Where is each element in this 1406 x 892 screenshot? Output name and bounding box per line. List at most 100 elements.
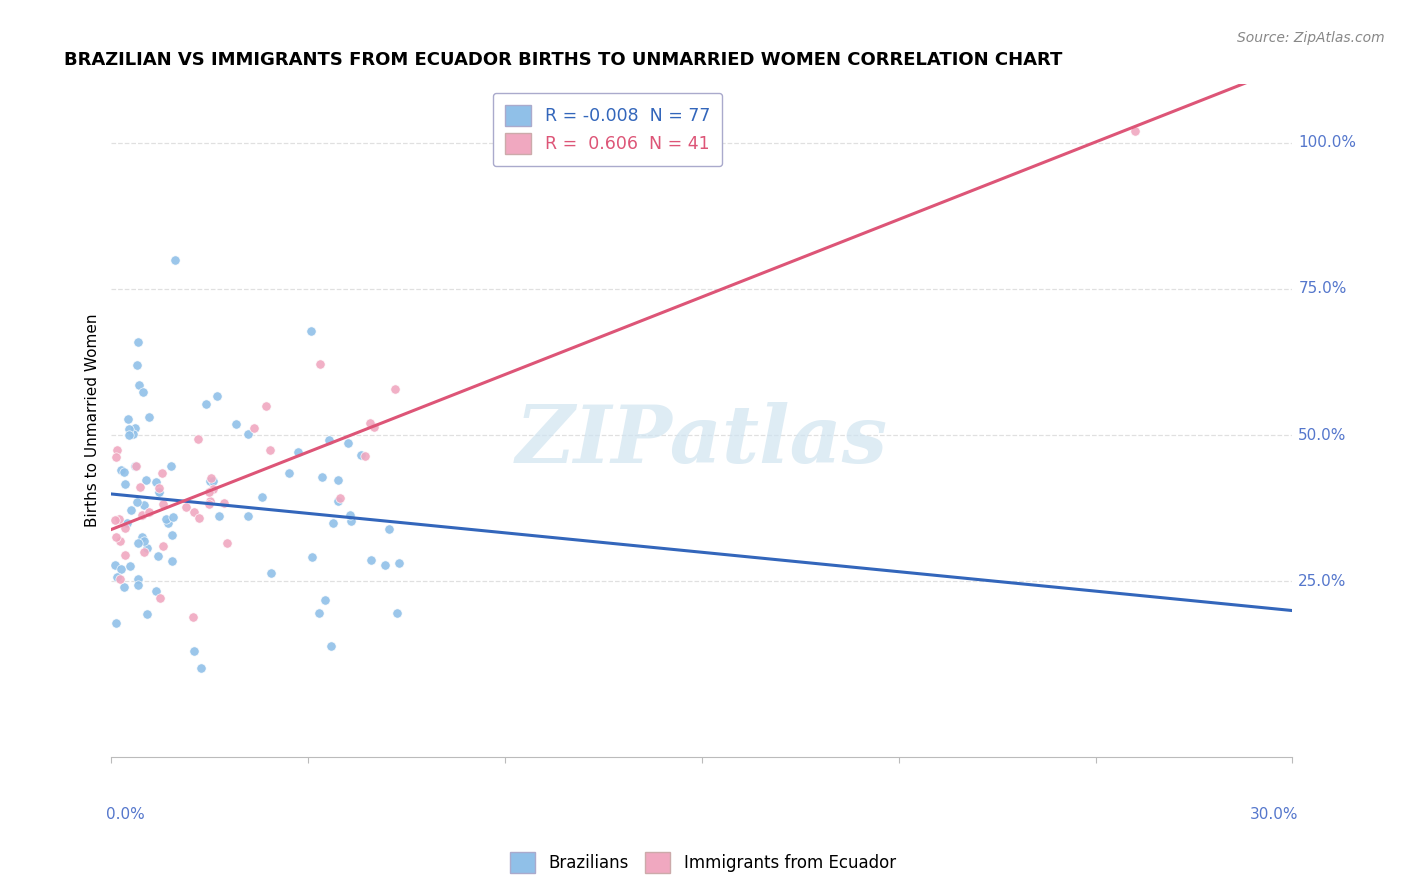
Point — [277, 467, 299, 481]
Point — [138, 409, 160, 424]
Point — [329, 491, 352, 505]
Point — [195, 397, 218, 411]
Point — [183, 610, 205, 624]
Point — [205, 389, 228, 403]
Point — [156, 516, 179, 531]
Point — [250, 491, 273, 505]
Point — [259, 442, 281, 457]
Point — [121, 427, 143, 442]
Point — [110, 562, 132, 576]
Point — [314, 593, 336, 607]
Point — [149, 591, 172, 605]
Point — [208, 508, 231, 523]
Point — [114, 521, 136, 535]
Point — [131, 508, 153, 523]
Point — [136, 541, 159, 555]
Point — [337, 435, 360, 450]
Point — [363, 420, 385, 434]
Point — [124, 421, 146, 435]
Point — [108, 512, 131, 526]
Point — [124, 459, 146, 474]
Point — [108, 572, 131, 586]
Point — [108, 534, 131, 549]
Point — [117, 516, 139, 530]
Point — [308, 606, 330, 620]
Point — [201, 474, 224, 488]
Point — [127, 334, 149, 349]
Point — [254, 399, 277, 413]
Point — [319, 639, 342, 653]
Text: Source: ZipAtlas.com: Source: ZipAtlas.com — [1237, 31, 1385, 45]
Point — [125, 495, 148, 509]
Point — [301, 550, 323, 565]
Point — [359, 416, 381, 430]
Legend: Brazilians, Immigrants from Ecuador: Brazilians, Immigrants from Ecuador — [503, 846, 903, 880]
Text: ZIPatlas: ZIPatlas — [516, 402, 889, 480]
Point — [183, 643, 205, 657]
Point — [155, 512, 177, 526]
Point — [198, 475, 221, 489]
Point — [131, 531, 153, 545]
Legend: R = -0.008  N = 77, R =  0.606  N = 41: R = -0.008 N = 77, R = 0.606 N = 41 — [492, 93, 723, 167]
Point — [152, 497, 174, 511]
Point — [110, 463, 132, 477]
Point — [374, 558, 396, 573]
Point — [118, 427, 141, 442]
Point — [385, 606, 408, 620]
Point — [132, 545, 155, 559]
Point — [127, 358, 149, 372]
Point — [187, 432, 209, 446]
Point — [242, 421, 264, 435]
Point — [132, 533, 155, 548]
Point — [354, 449, 377, 463]
Point — [104, 558, 127, 573]
Point — [104, 513, 127, 527]
Point — [127, 573, 149, 587]
Point — [217, 535, 239, 549]
Point — [112, 465, 135, 479]
Point — [360, 552, 382, 566]
Point — [326, 493, 349, 508]
Point — [128, 480, 150, 494]
Point — [200, 471, 222, 485]
Point — [105, 530, 128, 544]
Point — [311, 470, 333, 484]
Point — [160, 458, 183, 473]
Point — [197, 497, 219, 511]
Point — [260, 566, 283, 580]
Point — [340, 514, 363, 528]
Point — [136, 607, 159, 621]
Point — [188, 511, 211, 525]
Point — [183, 505, 205, 519]
Point — [148, 485, 170, 500]
Point — [388, 556, 411, 570]
Point — [198, 485, 221, 500]
Text: 0.0%: 0.0% — [105, 807, 145, 822]
Point — [202, 482, 225, 496]
Y-axis label: Births to Unmarried Women: Births to Unmarried Women — [86, 314, 100, 527]
Point — [384, 382, 406, 396]
Point — [174, 500, 197, 514]
Point — [114, 477, 136, 491]
Point — [138, 504, 160, 518]
Point — [127, 578, 149, 592]
Point — [236, 426, 259, 441]
Point — [148, 484, 170, 499]
Point — [114, 548, 136, 562]
Point — [236, 508, 259, 523]
Point — [212, 495, 235, 509]
Point — [105, 443, 128, 458]
Point — [145, 475, 167, 489]
Text: 100.0%: 100.0% — [1298, 135, 1357, 150]
Point — [134, 498, 156, 512]
Point — [287, 445, 309, 459]
Text: 75.0%: 75.0% — [1298, 281, 1347, 296]
Point — [128, 378, 150, 392]
Text: 50.0%: 50.0% — [1298, 427, 1347, 442]
Point — [162, 510, 184, 524]
Point — [104, 616, 127, 631]
Point — [145, 584, 167, 599]
Point — [131, 384, 153, 399]
Point — [339, 508, 361, 523]
Point — [328, 473, 350, 487]
